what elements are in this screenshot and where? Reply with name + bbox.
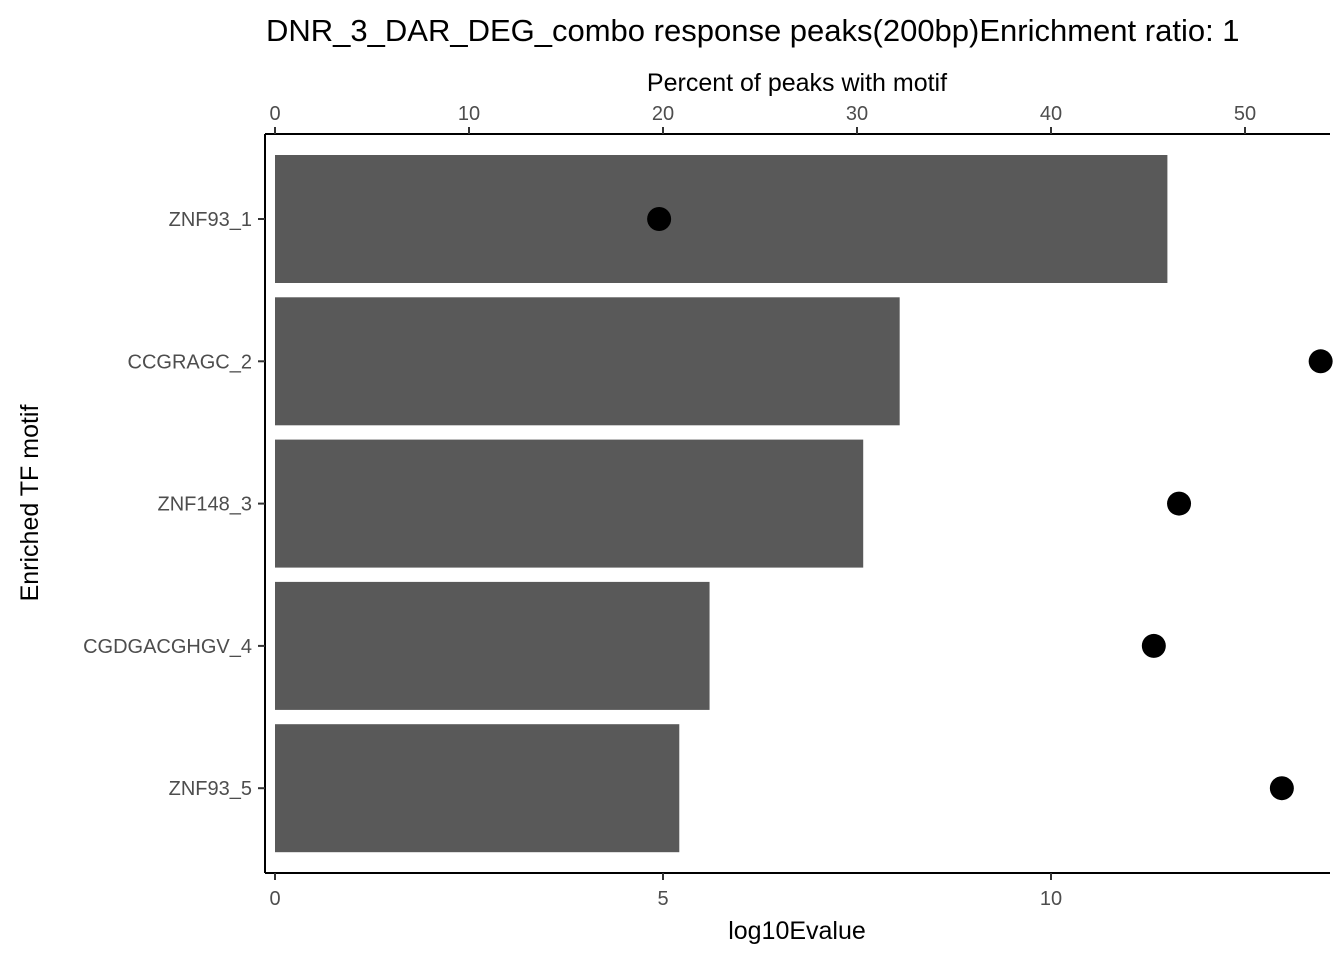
bottom-tick-label: 5 (657, 888, 668, 910)
bottom-tick-label: 10 (1040, 888, 1062, 910)
chart-title: DNR_3_DAR_DEG_combo response peaks(200bp… (266, 13, 1240, 48)
bottom-tick-label: 0 (269, 888, 280, 910)
plot-area: ZNF93_1 CCGRAGC_2 ZNF148_3 CGDGACGHGV_4 ZNF9… (83, 103, 1333, 910)
top-tick-label: 0 (269, 103, 280, 125)
bar-cgdgacghgv-4 (275, 581, 710, 710)
y-tick-label: ZNF93_5 (169, 778, 252, 800)
point-ccgragc-2 (1308, 349, 1333, 374)
y-tick-label: ZNF93_1 (169, 209, 252, 231)
y-tick-label: CCGRAGC_2 (128, 351, 252, 373)
point-cgdgacghgv-4 (1141, 633, 1166, 658)
bar-znf148-3 (275, 439, 864, 568)
bottom-axis-label: log10Evalue (728, 917, 866, 945)
y-tick-label: ZNF148_3 (158, 494, 253, 516)
point-znf93-1 (647, 207, 672, 231)
top-tick-label: 20 (652, 103, 674, 125)
bar-znf93-1 (275, 155, 1168, 283)
point-znf148-3 (1167, 491, 1192, 516)
y-tick-label: CGDGACGHGV_4 (83, 636, 252, 658)
top-tick-label: 50 (1234, 103, 1256, 125)
bar-znf93-5 (275, 724, 680, 853)
y-axis-label: Enriched TF motif (16, 405, 44, 602)
top-tick-label: 30 (846, 103, 868, 125)
top-axis-label: Percent of peaks with motif (647, 69, 947, 97)
top-tick-label: 40 (1040, 103, 1062, 125)
point-znf93-5 (1269, 776, 1294, 801)
bar-ccgragc-2 (275, 297, 900, 426)
top-tick-label: 10 (458, 103, 480, 125)
